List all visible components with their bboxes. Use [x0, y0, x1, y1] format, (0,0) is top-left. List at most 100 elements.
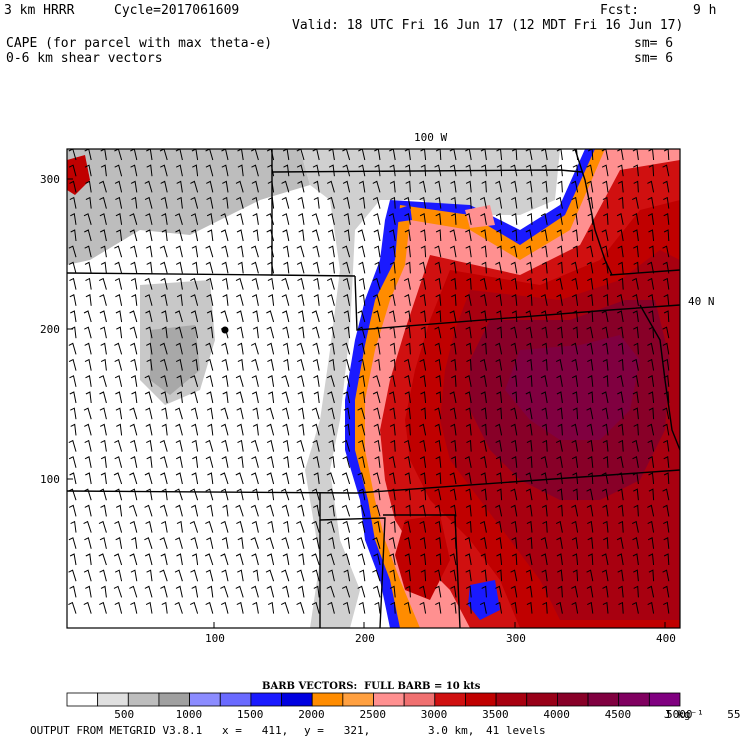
wind-barb [312, 342, 320, 355]
wind-barb [343, 213, 351, 225]
wind-barb [176, 391, 183, 404]
wind-barb [250, 537, 259, 549]
wind-barb [358, 342, 366, 355]
wind-barb [70, 423, 77, 436]
wind-barb [541, 569, 548, 582]
wind-barb [633, 407, 639, 420]
wind-barb [313, 375, 320, 387]
wind-barb [404, 375, 411, 387]
wind-barb [237, 164, 244, 177]
wind-barb [601, 472, 609, 485]
wind-barb [662, 342, 670, 355]
wind-barb [129, 520, 138, 533]
wind-barb [479, 520, 487, 533]
wind-barb [525, 149, 533, 161]
wind-barb [495, 261, 503, 274]
wind-barb [555, 358, 563, 371]
wind-barb [405, 245, 411, 258]
wind-barb [571, 439, 579, 452]
wind-barb [388, 294, 396, 306]
wind-barb [70, 229, 77, 242]
wind-barb [281, 180, 290, 193]
wind-barb [130, 439, 138, 452]
wind-barb [587, 294, 594, 306]
wind-barb [434, 569, 442, 582]
wind-barb [616, 375, 624, 387]
wind-barb [587, 391, 594, 404]
footer-source: OUTPUT FROM METGRID V3.8.1 [30, 724, 203, 737]
wind-barb [389, 164, 396, 177]
wind-barb [373, 213, 381, 225]
wind-barb [587, 439, 594, 452]
wind-barb [115, 391, 123, 404]
wind-barb [160, 456, 168, 468]
wind-barb [68, 164, 77, 177]
wind-barb [633, 569, 639, 582]
wind-barb [419, 585, 427, 598]
color-bar-tick-label: 3000 [420, 708, 448, 721]
wind-barb [663, 456, 670, 468]
wind-barb [327, 488, 335, 501]
wind-barb [648, 229, 655, 242]
wind-barb [586, 245, 594, 258]
wind-barb [479, 358, 487, 371]
wind-barb [372, 196, 381, 209]
wind-barb [160, 375, 168, 387]
wind-barb [98, 277, 107, 290]
wind-barb [526, 520, 533, 533]
wind-barb [465, 326, 472, 339]
wind-barb [206, 504, 214, 517]
wind-barb [557, 504, 563, 517]
wind-barb [70, 310, 77, 323]
wind-barb [312, 245, 320, 258]
wind-barb [510, 423, 518, 436]
wind-barb [190, 196, 199, 209]
wind-barb [449, 407, 457, 420]
wind-barb [191, 472, 199, 485]
wind-barb [145, 326, 153, 339]
wind-barb [389, 149, 396, 161]
color-bar-tick-label: 2000 [298, 708, 325, 721]
wind-barb [451, 375, 457, 387]
wind-barb [282, 423, 290, 436]
wind-barb [265, 569, 275, 582]
wind-barb [647, 294, 655, 306]
wind-barb [662, 504, 670, 517]
wind-barb [342, 164, 351, 177]
wind-barb [389, 391, 396, 404]
wind-barb [236, 407, 244, 420]
wind-barb [327, 520, 335, 533]
wind-barb [175, 585, 183, 598]
wind-barb [283, 358, 290, 371]
color-bar-swatch [373, 692, 405, 707]
wind-barb [556, 472, 563, 485]
color-bar-swatch [403, 692, 436, 707]
wind-barb [192, 164, 199, 177]
wind-barb [160, 358, 168, 371]
wind-barb [662, 245, 670, 258]
color-bar-tick-label: 5000 [666, 708, 693, 721]
wind-barb [419, 439, 427, 452]
wind-barb [449, 164, 457, 177]
wind-barb [510, 407, 518, 420]
wind-barb [479, 196, 487, 209]
wind-barb [405, 569, 411, 582]
color-bar-swatch [127, 692, 160, 707]
wind-barb [466, 601, 472, 614]
wind-barb [326, 180, 335, 193]
wind-barb [663, 310, 670, 323]
wind-barb [342, 358, 351, 371]
wind-barb [341, 504, 351, 517]
wind-barb [481, 342, 487, 355]
wind-barb [250, 504, 259, 517]
wind-barb [84, 149, 92, 161]
wind-barb [114, 439, 123, 452]
wind-barb [449, 391, 457, 404]
wind-barb [191, 229, 199, 242]
wind-barb [130, 149, 138, 161]
wind-barb [663, 472, 670, 485]
wind-barb [405, 504, 411, 517]
wind-barb [647, 504, 655, 517]
wind-barb [298, 407, 305, 420]
wind-barb [374, 358, 381, 371]
